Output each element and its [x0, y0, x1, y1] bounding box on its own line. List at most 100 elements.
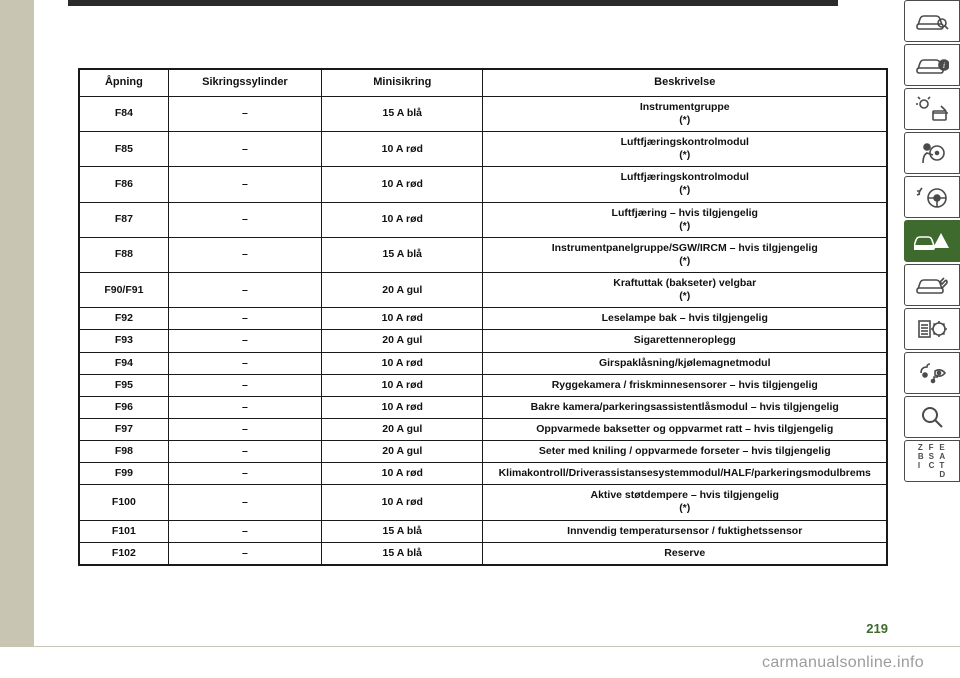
table-cell: F96: [80, 396, 169, 418]
content-column: Åpning Sikringssylinder Minisikring Besk…: [34, 0, 904, 646]
table-cell-description: Ryggekamera / friskminnesensorer – hvis …: [483, 374, 887, 396]
table-cell: F95: [80, 374, 169, 396]
car-search-icon: [915, 10, 949, 32]
tab-search[interactable]: [904, 396, 960, 438]
table-row: F87–10 A rødLuftfjæring – hvis tilgjenge…: [80, 202, 887, 237]
table-cell: 15 A blå: [322, 96, 483, 131]
page: Åpning Sikringssylinder Minisikring Besk…: [0, 0, 960, 646]
table-cell: 20 A gul: [322, 441, 483, 463]
table-cell: F97: [80, 418, 169, 440]
table-cell-description: Luftfjæringskontrolmodul(*): [483, 132, 887, 167]
table-cell-description: Kraftuttak (bakseter) velgbar(*): [483, 273, 887, 308]
table-cell: 20 A gul: [322, 273, 483, 308]
left-margin: [0, 0, 34, 646]
table-cell: F90/F91: [80, 273, 169, 308]
nav-media-icon: [917, 361, 947, 385]
table-cell-description: Instrumentgruppe(*): [483, 96, 887, 131]
col-header-cartridge: Sikringssylinder: [168, 70, 321, 97]
table-cell-description: Girspaklåsning/kjølemagnetmodul: [483, 352, 887, 374]
table-cell: –: [168, 202, 321, 237]
table-row: F102–15 A blåReserve: [80, 542, 887, 564]
table-cell: F99: [80, 463, 169, 485]
col-header-minifuse: Minisikring: [322, 70, 483, 97]
table-row: F101–15 A blåInnvendig temperatursensor …: [80, 520, 887, 542]
table-cell: 20 A gul: [322, 330, 483, 352]
table-cell: –: [168, 441, 321, 463]
tab-cold-steering[interactable]: [904, 176, 960, 218]
table-cell: 10 A rød: [322, 132, 483, 167]
tab-hazard-active[interactable]: [904, 220, 960, 262]
table-row: F90/F91–20 A gulKraftuttak (bakseter) ve…: [80, 273, 887, 308]
table-cell: 10 A rød: [322, 352, 483, 374]
table-cell: –: [168, 396, 321, 418]
table-cell: –: [168, 485, 321, 520]
table-cell: 10 A rød: [322, 396, 483, 418]
table-cell: 10 A rød: [322, 202, 483, 237]
table-header-row: Åpning Sikringssylinder Minisikring Besk…: [80, 70, 887, 97]
table-row: F88–15 A blåInstrumentpanelgruppe/SGW/IR…: [80, 237, 887, 272]
service-icon: [915, 274, 949, 296]
table-cell: F100: [80, 485, 169, 520]
table-cell: F87: [80, 202, 169, 237]
table-cell-description: Sigarettenneroplegg: [483, 330, 887, 352]
table-row: F100–10 A rødAktive støtdempere – hvis t…: [80, 485, 887, 520]
table-cell-description: Klimakontroll/Driverassistansesystemmodu…: [483, 463, 887, 485]
svg-text:i: i: [943, 61, 945, 70]
table-cell-description: Seter med kniling / oppvarmede forseter …: [483, 441, 887, 463]
col-header-description: Beskrivelse: [483, 70, 887, 97]
table-row: F85–10 A rødLuftfjæringskontrolmodul(*): [80, 132, 887, 167]
table-cell-description: Reserve: [483, 542, 887, 564]
table-cell-description: Aktive støtdempere – hvis tilgjengelig(*…: [483, 485, 887, 520]
airbag-icon: [917, 141, 947, 165]
tab-airbag[interactable]: [904, 132, 960, 174]
table-cell: 15 A blå: [322, 237, 483, 272]
table-cell-description: Oppvarmede baksetter og oppvarmet ratt –…: [483, 418, 887, 440]
search-icon: [919, 404, 945, 430]
index-letters-icon: ZFE BSA ICT D: [918, 443, 946, 479]
fuse-table-container: Åpning Sikringssylinder Minisikring Besk…: [78, 68, 888, 566]
table-cell-description: Luftfjæring – hvis tilgjengelig(*): [483, 202, 887, 237]
tabs-spacer: [904, 484, 960, 646]
tab-service[interactable]: [904, 264, 960, 306]
section-tabs: i: [904, 0, 960, 646]
table-cell: F102: [80, 542, 169, 564]
table-cell: 10 A rød: [322, 463, 483, 485]
table-cell: F94: [80, 352, 169, 374]
table-row: F86–10 A rødLuftfjæringskontrolmodul(*): [80, 167, 887, 202]
tab-nav-media[interactable]: [904, 352, 960, 394]
table-cell: –: [168, 542, 321, 564]
table-cell: 15 A blå: [322, 520, 483, 542]
table-cell: –: [168, 96, 321, 131]
table-cell: 10 A rød: [322, 374, 483, 396]
table-cell: –: [168, 308, 321, 330]
table-row: F99–10 A rødKlimakontroll/Driverassistan…: [80, 463, 887, 485]
indicator-lights-icon: [916, 96, 948, 122]
hazard-triangle-icon: [914, 229, 950, 253]
table-cell: 10 A rød: [322, 485, 483, 520]
tab-car-search[interactable]: [904, 0, 960, 42]
table-cell: F101: [80, 520, 169, 542]
specs-icon: [917, 317, 947, 341]
table-row: F92–10 A rødLeselampe bak – hvis tilgjen…: [80, 308, 887, 330]
tab-index[interactable]: ZFE BSA ICT D: [904, 440, 960, 482]
table-cell: 10 A rød: [322, 308, 483, 330]
table-row: F93–20 A gulSigarettenneroplegg: [80, 330, 887, 352]
fuse-table: Åpning Sikringssylinder Minisikring Besk…: [79, 69, 887, 565]
table-cell: 20 A gul: [322, 418, 483, 440]
top-dark-strip: [68, 0, 838, 6]
cold-steering-icon: [915, 185, 949, 209]
tab-car-info[interactable]: i: [904, 44, 960, 86]
table-row: F97–20 A gulOppvarmede baksetter og oppv…: [80, 418, 887, 440]
table-cell: –: [168, 374, 321, 396]
table-cell: 15 A blå: [322, 542, 483, 564]
table-cell-description: Innvendig temperatursensor / fuktighetss…: [483, 520, 887, 542]
table-cell: –: [168, 463, 321, 485]
table-row: F98–20 A gulSeter med kniling / oppvarme…: [80, 441, 887, 463]
table-cell: –: [168, 330, 321, 352]
table-row: F94–10 A rødGirspaklåsning/kjølemagnetmo…: [80, 352, 887, 374]
table-cell: –: [168, 418, 321, 440]
table-cell: –: [168, 237, 321, 272]
tab-indicator-lights[interactable]: [904, 88, 960, 130]
tab-specs[interactable]: [904, 308, 960, 350]
table-cell: F85: [80, 132, 169, 167]
